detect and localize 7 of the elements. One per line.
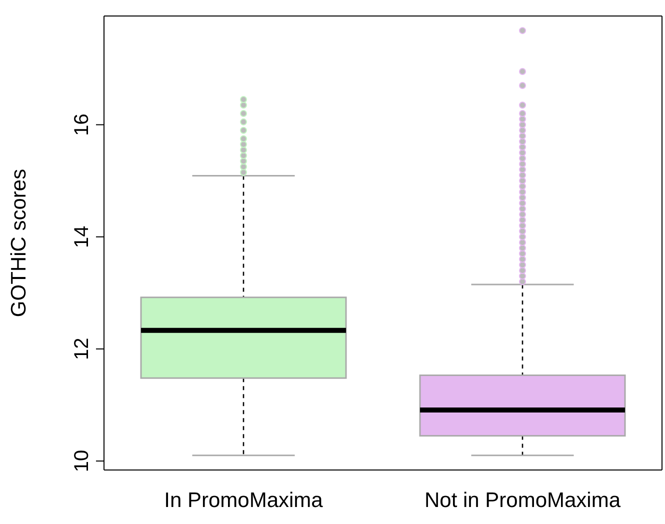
y-tick-label: 12: [71, 338, 93, 360]
y-axis-title: GOTHiC scores: [7, 168, 30, 318]
y-tick-label: 10: [71, 450, 93, 472]
x-tick-label: In PromoMaxima: [164, 488, 324, 512]
y-tick-label: 16: [71, 114, 93, 136]
y-tick-label: 14: [71, 226, 93, 248]
x-tick-label: Not in PromoMaxima: [424, 488, 621, 512]
